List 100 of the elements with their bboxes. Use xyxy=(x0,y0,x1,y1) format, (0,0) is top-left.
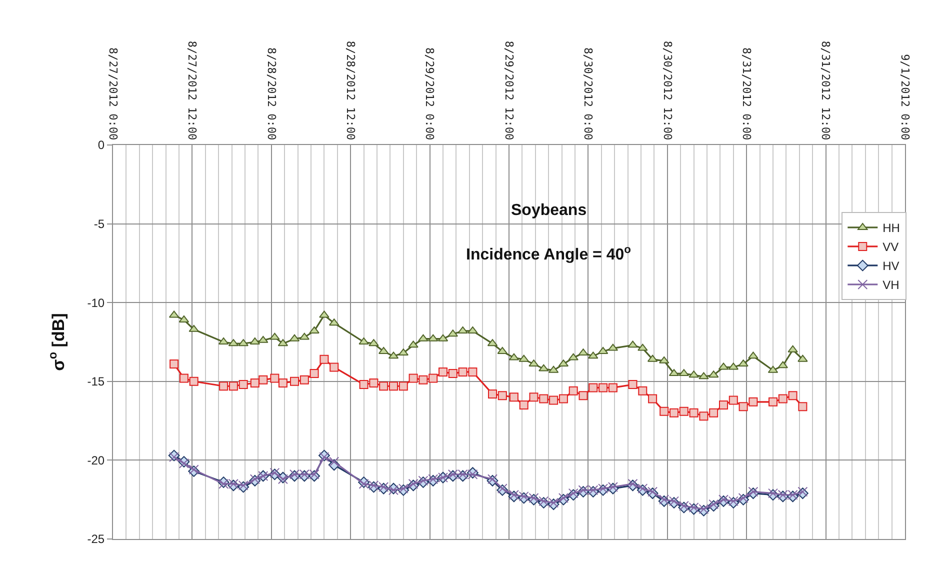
point xyxy=(258,375,268,384)
point xyxy=(319,452,330,462)
point xyxy=(468,326,478,334)
point xyxy=(638,344,648,351)
point xyxy=(309,326,320,334)
legend-label: HV xyxy=(882,259,900,274)
point xyxy=(608,383,618,392)
point xyxy=(189,376,198,386)
point xyxy=(448,369,458,378)
point xyxy=(270,468,280,478)
point xyxy=(170,360,179,369)
point xyxy=(549,396,558,405)
point xyxy=(768,397,778,406)
text: Soybeans xyxy=(511,202,587,219)
point xyxy=(738,402,748,412)
x-tick-label: 8/27/2012 12:00 xyxy=(186,40,199,140)
point xyxy=(628,340,638,348)
point xyxy=(728,396,738,405)
point xyxy=(558,394,568,404)
point xyxy=(468,367,478,376)
point xyxy=(418,334,428,342)
point xyxy=(319,310,330,318)
point xyxy=(270,374,280,383)
point xyxy=(798,354,808,362)
point xyxy=(219,382,228,391)
y-tick-label: -15 xyxy=(87,374,105,389)
point xyxy=(628,380,638,390)
point xyxy=(408,340,418,348)
y-tick-label: -25 xyxy=(87,532,105,546)
point xyxy=(708,499,719,510)
point xyxy=(588,352,598,359)
x-tick-label: 8/27/2012 0:00 xyxy=(106,47,120,140)
point xyxy=(458,326,468,334)
point xyxy=(428,374,438,383)
point xyxy=(670,408,678,418)
point xyxy=(408,478,418,489)
point xyxy=(788,391,798,400)
point xyxy=(330,362,339,372)
point xyxy=(519,400,528,410)
point xyxy=(228,382,238,391)
point xyxy=(278,474,288,484)
point xyxy=(310,369,319,378)
point xyxy=(738,360,748,367)
point xyxy=(418,375,428,384)
point xyxy=(538,364,549,372)
x-tick-label: 8/30/2012 0:00 xyxy=(582,47,595,140)
x-tick-label: 9/1/2012 0:00 xyxy=(898,54,912,140)
point xyxy=(379,382,388,391)
point xyxy=(278,378,288,388)
legend-label: VH xyxy=(882,278,900,292)
point xyxy=(169,452,180,462)
y-tick-label: -20 xyxy=(87,453,105,468)
point xyxy=(788,345,798,352)
point xyxy=(300,375,309,384)
point xyxy=(719,400,728,410)
point xyxy=(689,408,698,418)
x-tick-label: 8/28/2012 12:00 xyxy=(344,40,358,140)
point xyxy=(798,402,808,412)
point xyxy=(778,394,788,404)
point xyxy=(389,382,398,391)
point xyxy=(509,392,518,402)
point xyxy=(438,367,448,376)
point xyxy=(368,339,379,346)
legend-label: HH xyxy=(882,221,900,236)
point xyxy=(578,348,588,356)
point xyxy=(578,391,588,400)
point xyxy=(699,412,708,421)
point xyxy=(528,360,539,367)
x-tick-label: 8/28/2012 0:00 xyxy=(264,47,278,140)
point xyxy=(709,408,718,418)
point xyxy=(270,332,280,340)
point xyxy=(369,378,378,388)
point xyxy=(458,367,468,376)
point xyxy=(748,352,758,359)
point xyxy=(488,390,497,399)
point xyxy=(258,336,268,343)
x-tick-label: 8/31/2012 0:00 xyxy=(740,47,754,140)
point xyxy=(568,488,578,498)
point xyxy=(238,380,248,390)
x-tick-label: 8/31/2012 12:00 xyxy=(819,40,832,140)
point xyxy=(408,374,418,383)
point xyxy=(398,382,408,391)
point xyxy=(688,370,699,378)
point xyxy=(568,386,578,396)
point xyxy=(518,354,529,362)
point xyxy=(238,339,248,346)
text: Incidence Angle = 40$^{o}$ xyxy=(466,244,632,264)
y-tick-label: 0 xyxy=(98,138,105,152)
point xyxy=(679,406,688,416)
point xyxy=(598,383,608,392)
point xyxy=(660,406,669,416)
point xyxy=(359,380,368,390)
point xyxy=(568,353,578,360)
point xyxy=(320,354,329,364)
x-tick-label: 8/30/2012 12:00 xyxy=(660,40,674,140)
point xyxy=(539,394,548,404)
x-tick-label: 8/29/2012 12:00 xyxy=(502,40,516,140)
point xyxy=(179,374,188,383)
point xyxy=(638,386,648,396)
point xyxy=(529,392,538,402)
